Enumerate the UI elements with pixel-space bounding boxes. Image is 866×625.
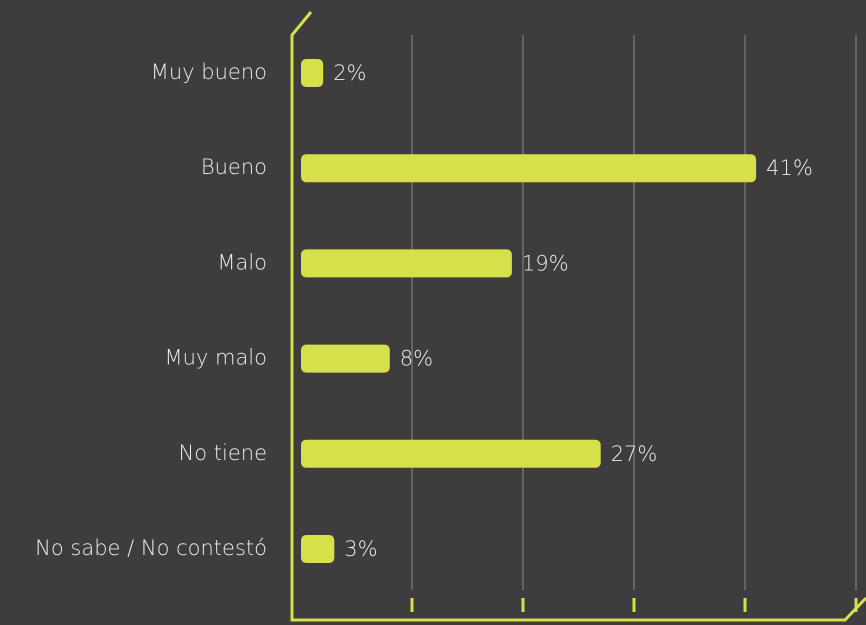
category-label: No tiene bbox=[179, 441, 267, 465]
bar bbox=[301, 344, 390, 373]
value-label: 27% bbox=[611, 442, 658, 466]
category-label: No sabe / No contestó bbox=[35, 536, 267, 560]
category-label: Muy bueno bbox=[151, 60, 267, 84]
value-label: 8% bbox=[400, 347, 433, 371]
bar bbox=[301, 59, 324, 87]
category-label: Muy malo bbox=[164, 346, 267, 370]
axis-frame bbox=[290, 11, 866, 622]
value-label: 19% bbox=[522, 251, 569, 275]
category-label: Bueno bbox=[201, 155, 267, 179]
bar bbox=[301, 535, 335, 563]
value-label: 3% bbox=[344, 537, 377, 561]
value-label: 2% bbox=[333, 61, 366, 85]
bar bbox=[301, 439, 601, 468]
category-label: Malo bbox=[217, 250, 267, 274]
bar bbox=[301, 154, 757, 183]
value-label: 41% bbox=[766, 156, 813, 180]
bar bbox=[301, 249, 512, 278]
